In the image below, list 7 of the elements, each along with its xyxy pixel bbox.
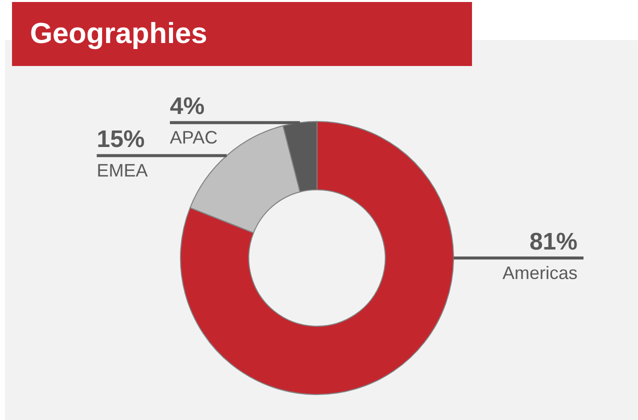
data-label: 4%: [170, 93, 205, 120]
slice-label: EMEA: [96, 160, 148, 181]
chart-title: Geographies: [12, 2, 472, 66]
data-label: 81%: [529, 228, 578, 256]
data-label: 15%: [96, 126, 145, 154]
slice-label: APAC: [170, 128, 218, 148]
slice-label: Americas: [502, 262, 578, 283]
